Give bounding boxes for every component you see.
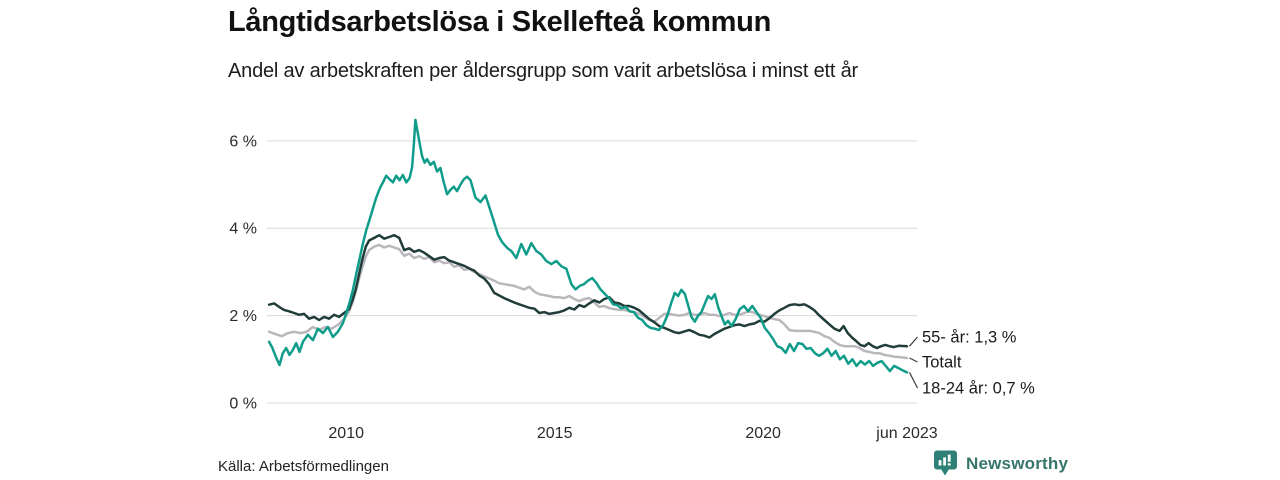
y-tick-label: 4 % (229, 221, 257, 238)
brand-name-label: Newsworthy (966, 453, 1069, 473)
x-tick-label: 2015 (537, 425, 573, 442)
y-tick-label: 6 % (229, 133, 257, 150)
series-end-label-p55: 55- år: 1,3 % (922, 329, 1017, 347)
x-tick-label: jun 2023 (875, 425, 937, 442)
newsworthy-brand[interactable]: Newsworthy (934, 450, 1068, 477)
series-line-total (267, 243, 909, 360)
x-tick-label: 2020 (745, 425, 781, 442)
series-line-youth (267, 118, 909, 374)
label-leader-line-p55 (909, 336, 918, 347)
label-leader-line-youth (908, 372, 919, 389)
label-leader-line-total (909, 357, 918, 363)
y-tick-label: 2 % (229, 308, 257, 325)
source-note: Källa: Arbetsförmedlingen (218, 458, 389, 475)
series-end-label-total: Totalt (922, 354, 962, 372)
series-line-p55 (267, 233, 909, 350)
x-tick-label: 2010 (328, 425, 364, 442)
chart-title: Långtidsarbetslösa i Skellefteå kommun (228, 6, 771, 38)
y-tick-label: 0 % (229, 396, 257, 413)
newsworthy-logo-icon (934, 450, 958, 477)
series-end-label-youth: 18-24 år: 0,7 % (922, 380, 1035, 398)
chart-subtitle: Andel av arbetskraften per åldersgrupp s… (228, 60, 858, 82)
